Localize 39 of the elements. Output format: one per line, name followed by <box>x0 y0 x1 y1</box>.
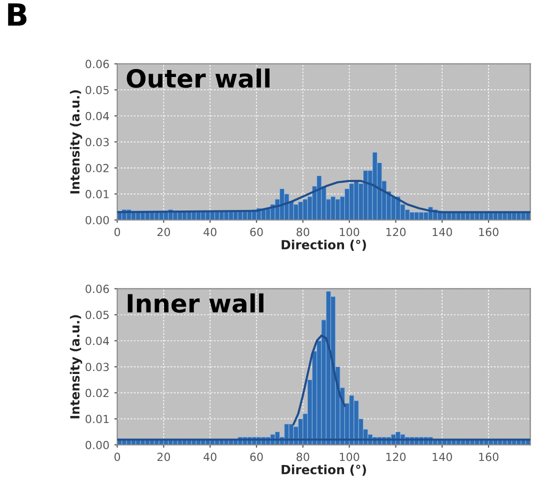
x-tick-label: 100 <box>340 228 360 236</box>
y-tick-label: 0.03 <box>86 362 109 372</box>
x-tick-label: 140 <box>432 228 452 236</box>
x-tick-label: 60 <box>250 228 263 236</box>
x-tick-label: 60 <box>250 452 263 462</box>
x-tick-label: 20 <box>157 452 170 462</box>
x-tick-label: 140 <box>432 452 452 462</box>
y-tick-label: 0.01 <box>86 190 109 198</box>
y-tick-label: 0.00 <box>86 440 109 450</box>
x-tick-label: 120 <box>386 228 406 236</box>
x-tick-label: 160 <box>479 228 498 236</box>
x-tick-label: 0 <box>114 452 120 462</box>
x-tick-label: 80 <box>296 228 310 236</box>
y-tick-label: 0.02 <box>86 388 109 398</box>
y-tick-label: 0.05 <box>86 86 109 94</box>
x-tick-label: 40 <box>204 452 216 462</box>
y-axis-title: Intensity (a.u.) <box>70 315 82 418</box>
y-tick-label: 0.04 <box>86 336 109 346</box>
x-tick-label: 100 <box>340 452 360 462</box>
y-tick-label: 0.02 <box>86 164 109 172</box>
y-tick-label: 0.03 <box>86 138 109 146</box>
x-tick-label: 40 <box>204 228 216 236</box>
y-tick-label: 0.05 <box>86 310 109 320</box>
y-tick-label: 0.06 <box>86 60 109 68</box>
x-axis-title: Direction (°) <box>282 240 366 251</box>
x-axis-title: Direction (°) <box>282 464 366 476</box>
y-tick-label: 0.04 <box>86 112 109 120</box>
y-tick-label: 0.01 <box>86 414 109 424</box>
x-tick-label: 80 <box>296 452 310 462</box>
y-axis-title: Intensity (a.u.) <box>70 90 82 194</box>
x-tick-label: 20 <box>157 228 170 236</box>
x-tick-label: 0 <box>114 228 120 236</box>
y-tick-label: 0.00 <box>86 216 109 224</box>
chart-title: Inner wall <box>128 293 264 313</box>
y-tick-label: 0.06 <box>86 284 109 294</box>
x-tick-label: 160 <box>479 452 498 462</box>
chart-title: Outer wall <box>126 68 270 88</box>
x-tick-label: 120 <box>386 452 406 462</box>
text: B <box>8 3 26 26</box>
